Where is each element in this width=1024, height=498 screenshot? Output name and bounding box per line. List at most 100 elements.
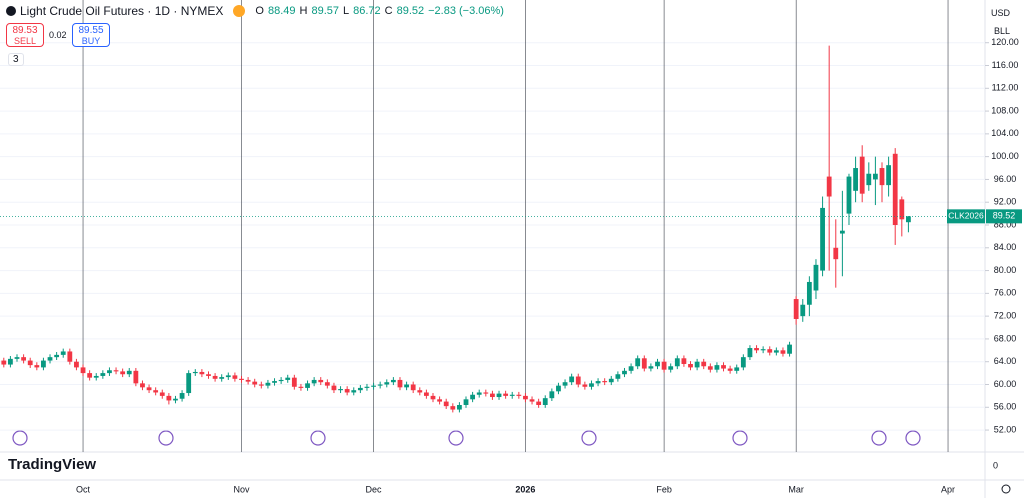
candle-body [740, 357, 746, 368]
candle-body [47, 357, 53, 361]
candle-body [826, 176, 832, 197]
candle-body [120, 371, 126, 375]
candle-body [410, 384, 416, 391]
candle-body [668, 366, 674, 370]
candle-body [641, 358, 647, 369]
candle-body [153, 390, 159, 393]
y-tick-label: 84.00 [994, 242, 1017, 252]
candle-body [21, 357, 27, 361]
candle-body [252, 381, 258, 385]
sell-button[interactable]: 89.53 SELL [6, 23, 44, 47]
y-tick-label: 88.00 [994, 219, 1017, 229]
candle-body [357, 387, 363, 391]
candle-body [582, 384, 588, 387]
candle-body [219, 377, 225, 379]
symbol-icon [6, 6, 16, 16]
candle-body [450, 406, 456, 410]
candle-body [813, 264, 819, 291]
price-tag-label: 89.52 [993, 211, 1016, 221]
event-icons[interactable] [12, 430, 921, 446]
y-tick-label: 100.00 [991, 151, 1019, 161]
candle-body [34, 365, 40, 368]
candle-body [721, 365, 726, 369]
candle-body [239, 378, 244, 380]
candle-body [107, 370, 112, 374]
candle-body [773, 350, 779, 353]
candle-body [549, 391, 555, 399]
candle-body [212, 375, 218, 379]
candle-body [278, 379, 284, 382]
close-value: 89.52 [396, 5, 425, 17]
candle-body [67, 351, 73, 362]
low-value: 86.72 [353, 5, 381, 17]
candle-body [179, 393, 185, 399]
indicators-toggle[interactable]: 3 [8, 53, 24, 66]
candle-body [899, 199, 905, 220]
buy-button[interactable]: 89.55 BUY [72, 23, 110, 47]
candle-body [258, 384, 264, 386]
y-tick-label: 96.00 [994, 174, 1017, 184]
candle-body [318, 379, 324, 383]
candle-body [331, 385, 337, 391]
candle-body [635, 358, 641, 367]
legend: Light Crude Oil Futures · 1D · NYMEX O 88… [6, 4, 504, 18]
candle-body [681, 358, 687, 364]
candle-body [787, 344, 792, 354]
candle-body [694, 361, 700, 368]
h-label: H [299, 5, 308, 17]
candle-body [503, 393, 509, 396]
settings-icon[interactable] [1001, 484, 1011, 494]
candle-body [701, 361, 707, 367]
candle-body [542, 398, 548, 405]
candle-body [311, 379, 317, 384]
candle-body [199, 371, 205, 375]
y-tick-label: 104.00 [991, 128, 1019, 138]
candle-body [866, 173, 872, 186]
candle-body [74, 361, 79, 368]
candle-body [93, 375, 99, 378]
logo: TradingView [8, 456, 97, 473]
candle-body [846, 176, 852, 214]
candle-body [806, 281, 812, 305]
grid [0, 0, 985, 452]
candle-body [496, 393, 502, 398]
candles [1, 45, 911, 413]
candle-body [727, 368, 733, 371]
candle-body [483, 392, 489, 394]
currency[interactable]: USD [990, 8, 1010, 18]
candle-body [232, 375, 238, 379]
candle-body [457, 405, 462, 410]
x-tick-label: Nov [234, 484, 251, 494]
l-label: L [342, 5, 350, 17]
y-tick-label: 108.00 [991, 105, 1019, 115]
price-tag [986, 209, 1022, 224]
candle-body [133, 370, 139, 384]
candle-body [437, 399, 442, 402]
unit[interactable]: BLL [993, 26, 1010, 36]
candle-body [523, 395, 528, 400]
candle-body [430, 395, 436, 400]
candle-body [146, 387, 152, 391]
candle-body [404, 384, 409, 388]
y-tick-label: 56.00 [994, 402, 1017, 412]
y-tick-label: 64.00 [994, 356, 1017, 366]
candle-body [516, 394, 522, 396]
candle-body [470, 394, 476, 400]
candle-body [859, 156, 865, 194]
candle-body [324, 382, 330, 386]
candle-body [364, 386, 370, 388]
status-icon [233, 5, 246, 17]
c-label: C [384, 5, 393, 17]
candle-body [285, 377, 291, 380]
candle-body [390, 379, 396, 383]
candle-body [714, 365, 720, 370]
candle-body [8, 358, 13, 365]
candle-body [100, 373, 106, 376]
candle-body [688, 363, 693, 368]
candle-body [655, 361, 660, 367]
candle-body [820, 207, 825, 271]
candle-body [54, 354, 60, 358]
candle-body [853, 168, 858, 191]
candle-body [60, 351, 66, 355]
candle-body [225, 375, 231, 378]
